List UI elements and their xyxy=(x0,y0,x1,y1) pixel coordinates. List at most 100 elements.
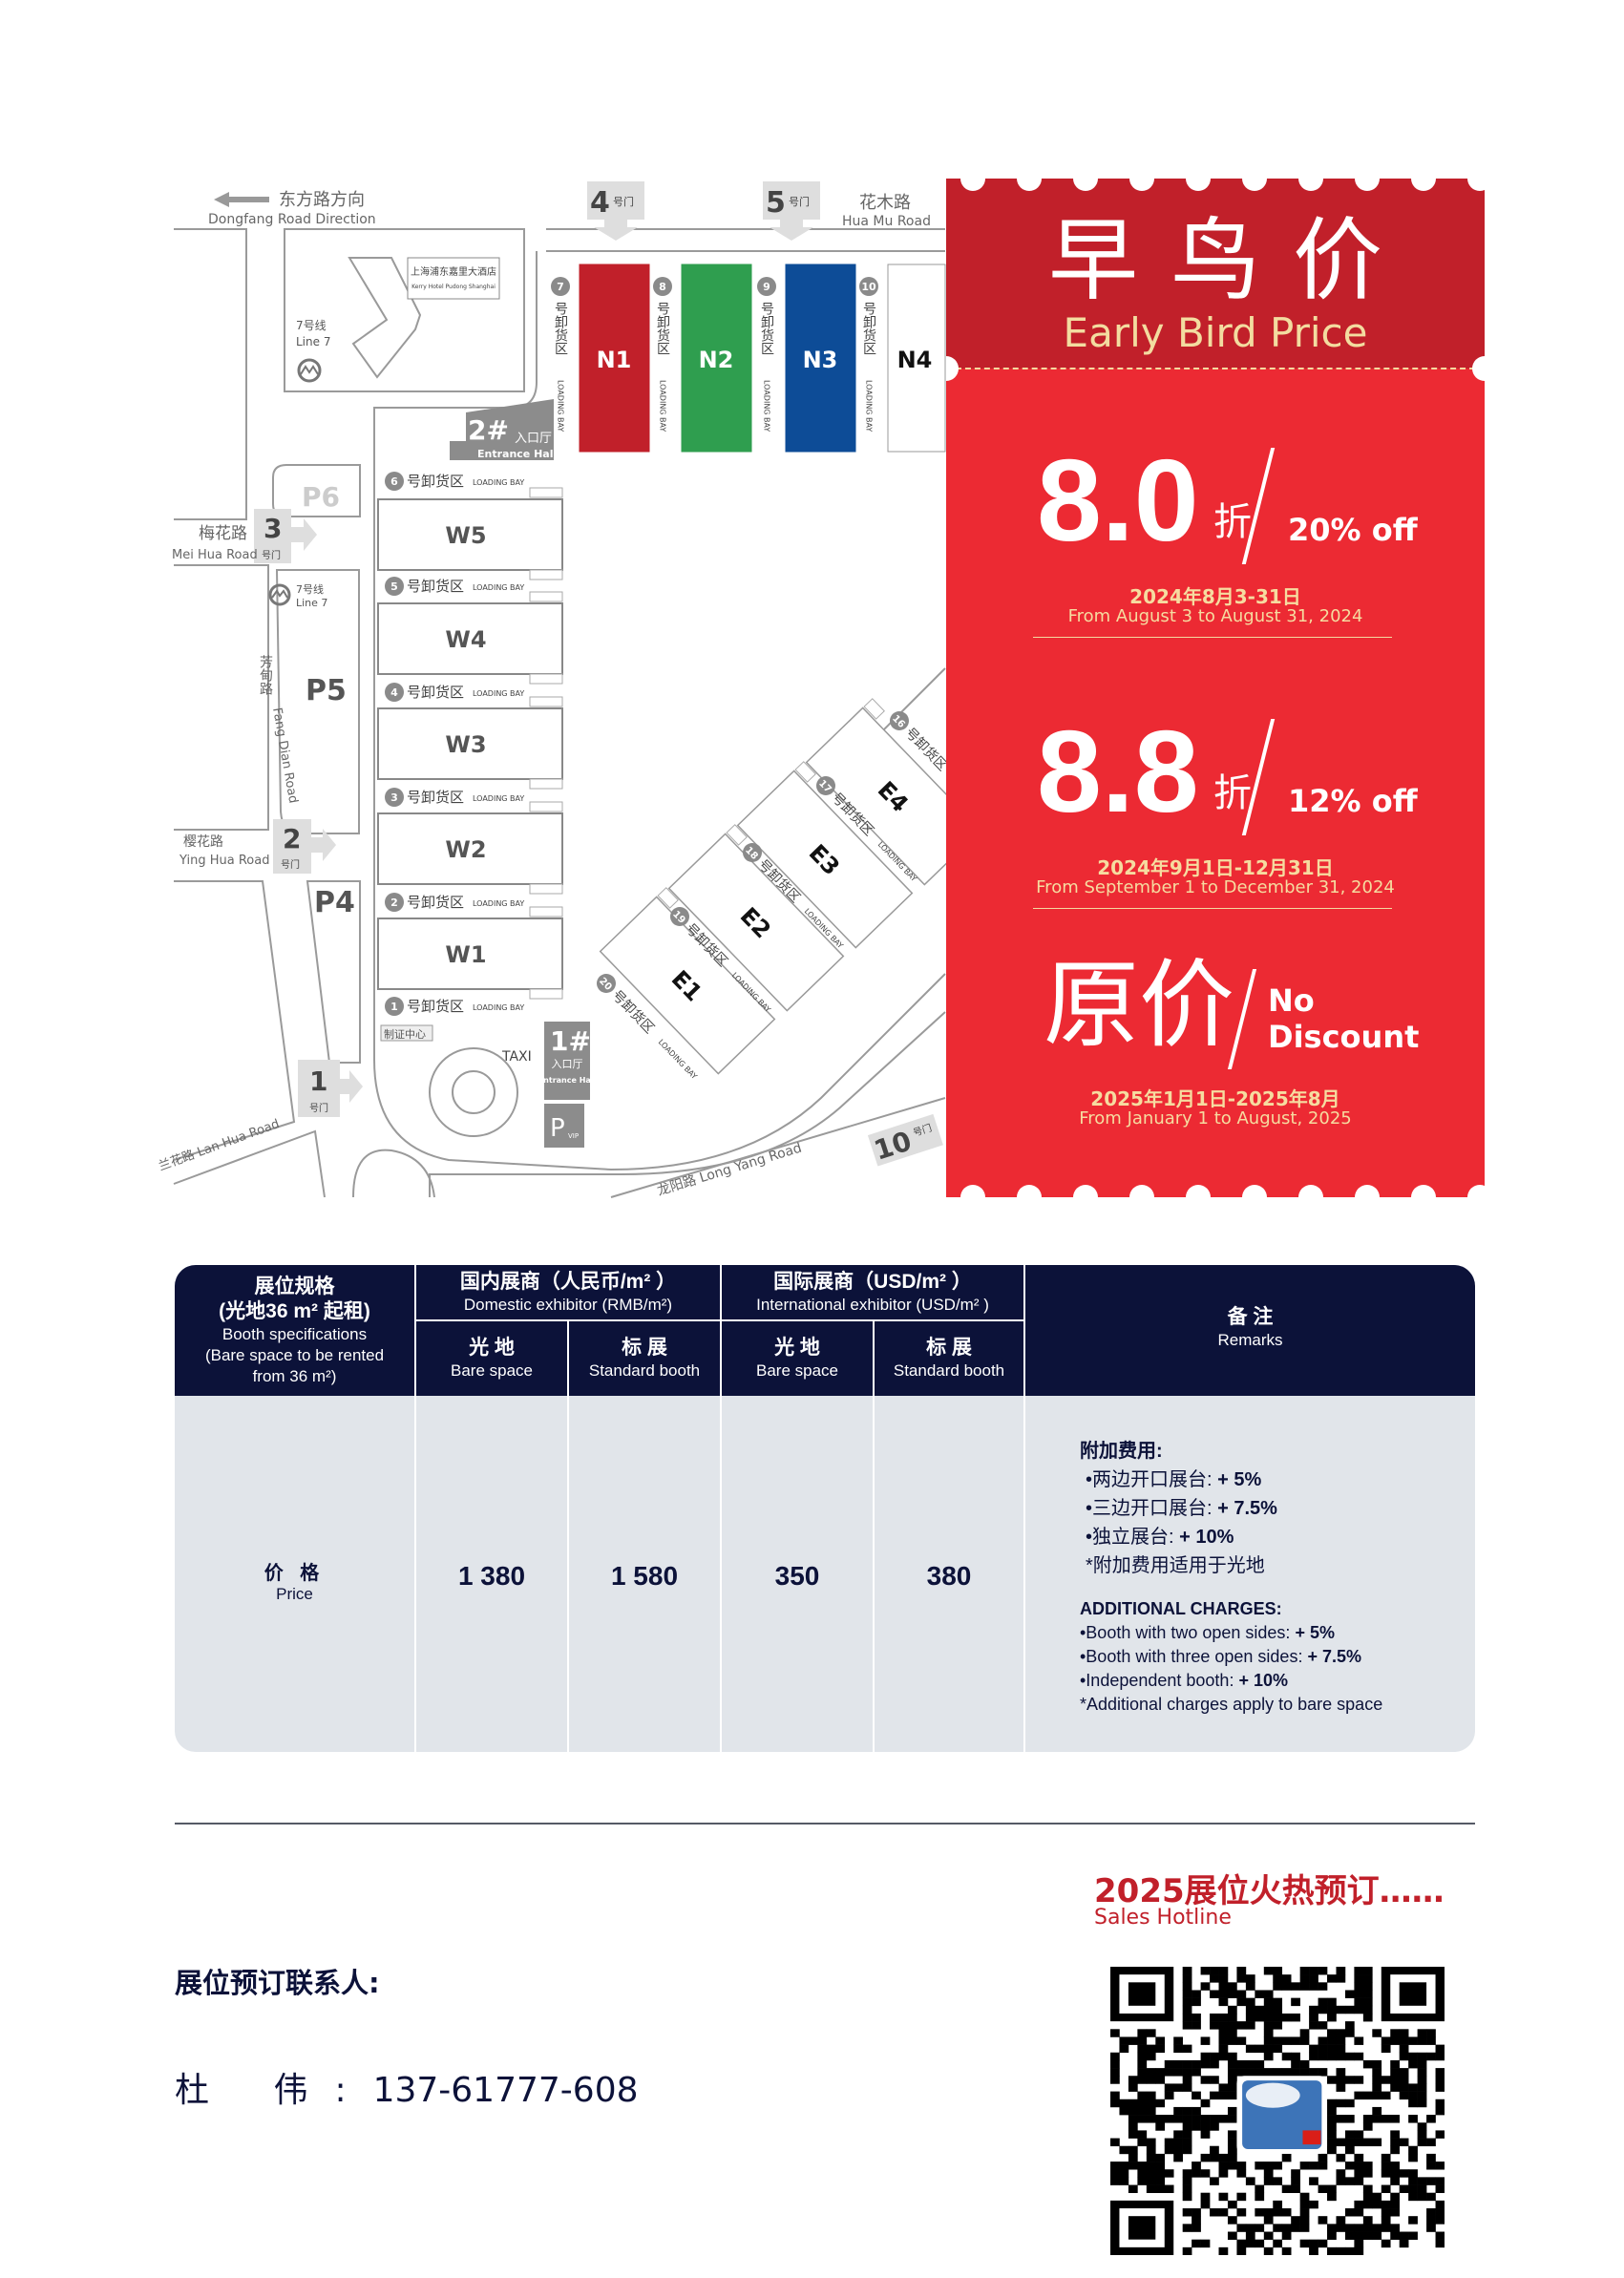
bay-number: 9 xyxy=(763,281,770,293)
qr-module xyxy=(1327,2192,1337,2202)
scallop-edge xyxy=(1129,1185,1154,1197)
qr-module xyxy=(1309,2021,1318,2030)
qr-module xyxy=(1236,1974,1247,1983)
qr-module xyxy=(1263,2005,1274,2014)
qr-module xyxy=(1417,2177,1427,2185)
remark-value: + 10% xyxy=(1238,1671,1288,1690)
remark-label: •三边开口展台: xyxy=(1086,1498,1218,1519)
qr-module xyxy=(1372,2115,1382,2123)
bay-label-en: LOADING BAY xyxy=(763,380,771,432)
qr-module xyxy=(1146,2029,1156,2037)
qr-module xyxy=(1155,2099,1166,2108)
qr-module xyxy=(1182,2184,1192,2194)
hall-label: W5 xyxy=(445,522,486,549)
qr-module xyxy=(1390,2115,1401,2123)
qr-module xyxy=(1146,2091,1156,2100)
qr-module xyxy=(1381,2091,1391,2100)
qr-module xyxy=(1110,2091,1120,2100)
qr-module xyxy=(1354,2169,1364,2178)
remarks-en: Remarks xyxy=(1217,1331,1283,1349)
qr-module xyxy=(1155,2036,1166,2045)
qr-module xyxy=(1354,2052,1364,2061)
loading-bay-4: 4 号卸货区 LOADING BAY xyxy=(385,683,524,702)
booking-headline: 2025展位火热预订…… xyxy=(1094,1872,1445,1910)
qr-module xyxy=(1273,2239,1283,2248)
qr-module xyxy=(1362,2005,1373,2014)
qr-module xyxy=(1192,1990,1201,1998)
fangdian-road-en: Fang Dian Road xyxy=(269,707,300,805)
loading-bay-6: 6 号卸货区 LOADING BAY xyxy=(385,472,524,491)
qr-module xyxy=(1344,2130,1355,2139)
qr-module xyxy=(1408,2091,1418,2100)
qr-module xyxy=(1192,2059,1201,2069)
loading-bay-2: 2 号卸货区 LOADING BAY xyxy=(385,893,524,912)
qr-module xyxy=(1182,1997,1192,2007)
qr-module xyxy=(1236,2224,1247,2232)
qr-module xyxy=(1227,2130,1237,2139)
qr-module xyxy=(1192,1997,1201,2007)
qr-module xyxy=(1273,2005,1283,2014)
qr-module xyxy=(1362,1974,1373,1983)
qr-module xyxy=(1327,2099,1337,2108)
metro-icon xyxy=(297,358,322,383)
qr-module xyxy=(1318,2216,1328,2225)
qr-module xyxy=(1426,2162,1436,2170)
qr-module xyxy=(1309,2013,1318,2022)
hall-label: N1 xyxy=(597,347,632,373)
qr-module xyxy=(1435,2200,1445,2209)
gate-1: 1 号门 xyxy=(298,1060,363,1117)
qr-module xyxy=(1381,2115,1391,2123)
header-remarks: 备 注 Remarks xyxy=(1025,1265,1475,1396)
scallop-edge xyxy=(1073,1185,1098,1197)
qr-module xyxy=(1435,2099,1445,2108)
qr-module xyxy=(1299,2239,1310,2248)
qr-code[interactable] xyxy=(1110,1967,1445,2255)
line7-zh-2: 7号线 xyxy=(296,582,324,596)
qr-module xyxy=(1137,2162,1148,2170)
bare-en: Bare space xyxy=(756,1361,838,1380)
qr-module xyxy=(1309,2239,1318,2248)
svg-text:1#: 1# xyxy=(550,1025,591,1057)
qr-module xyxy=(1146,2138,1156,2147)
parking-p4: P4 xyxy=(314,886,355,919)
qr-module xyxy=(1336,2044,1346,2054)
qr-module xyxy=(1137,2029,1148,2037)
contact-phone[interactable]: 137-61777-608 xyxy=(372,2071,639,2110)
bay-number: 7 xyxy=(557,281,564,293)
qr-module xyxy=(1435,2231,1445,2240)
contact-name: 杜 伟: xyxy=(175,2071,373,2110)
qr-module xyxy=(1362,2200,1373,2209)
qr-module xyxy=(1218,2208,1229,2217)
qr-module xyxy=(1291,2216,1300,2225)
yinghua-road-en: Ying Hua Road xyxy=(179,854,269,868)
qr-module xyxy=(1390,2224,1401,2232)
qr-module xyxy=(1227,1982,1237,1991)
bay-label-zh: 号卸货区 xyxy=(407,894,464,911)
qr-module xyxy=(1426,2216,1436,2225)
qr-module xyxy=(1327,2013,1337,2022)
dock xyxy=(529,569,563,580)
qr-module xyxy=(1182,1990,1192,1998)
dock xyxy=(529,487,563,498)
remark-item: •Booth with two open sides: + 5% xyxy=(1080,1621,1382,1645)
qr-logo-cloud xyxy=(1245,2082,1300,2108)
bay-number-circle xyxy=(653,277,672,296)
qr-module xyxy=(1200,2130,1211,2139)
metro-icon xyxy=(268,583,291,606)
qr-module xyxy=(1182,2021,1192,2030)
qr-module xyxy=(1182,2224,1192,2232)
qr-module xyxy=(1245,2177,1255,2185)
qr-module xyxy=(1200,2239,1211,2248)
bay-label-en: LOADING BAY xyxy=(473,689,524,698)
qr-module xyxy=(1281,2208,1292,2217)
qr-module xyxy=(1137,2052,1148,2061)
column-divider xyxy=(873,1319,875,1752)
qr-module xyxy=(1263,2036,1274,2045)
early-bird-panel: 早鸟价 Early Bird Price 8.0 折 20% off 2024年… xyxy=(946,179,1485,1197)
qr-module xyxy=(1273,2200,1283,2209)
qr-module xyxy=(1218,1982,1229,1991)
longyang-road: 龙阳路 Long Yang Road xyxy=(655,1141,803,1199)
qr-module xyxy=(1381,2208,1391,2217)
qr-module xyxy=(1119,2177,1129,2185)
qr-module xyxy=(1146,2068,1156,2077)
